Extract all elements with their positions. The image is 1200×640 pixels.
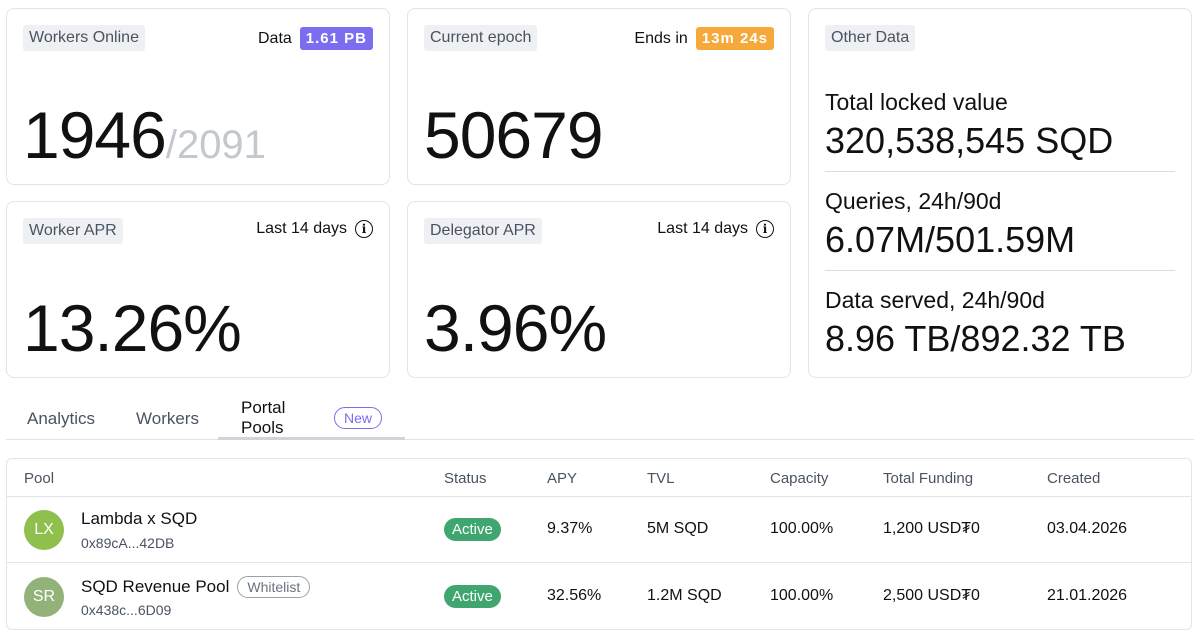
pool-capacity: 100.00% bbox=[770, 520, 834, 537]
pool-tvl: 5M SQD bbox=[647, 520, 709, 537]
delegator-apr-card: Delegator APR Last 14 days i 3.96% bbox=[407, 201, 791, 378]
tab-portal-pools-label: Portal Pools bbox=[241, 397, 286, 437]
column-header-status[interactable]: Status bbox=[444, 470, 487, 487]
status-badge: Active bbox=[444, 585, 501, 608]
portal-pools-table: Pool Status APY TVL Capacity Total Fundi… bbox=[6, 458, 1192, 630]
data-label: Data bbox=[258, 29, 292, 47]
tab-workers-label: Workers bbox=[136, 409, 199, 428]
workers-online-value: 1946/2091 bbox=[23, 102, 266, 168]
column-header-apy[interactable]: APY bbox=[547, 470, 578, 487]
epoch-ends-info: Ends in 13m 24s bbox=[634, 27, 774, 50]
column-header-created[interactable]: Created bbox=[1047, 470, 1101, 487]
pool-total-funding: 2,500 USD₮0 bbox=[883, 587, 980, 604]
column-header-pool[interactable]: Pool bbox=[24, 470, 55, 487]
data-size-badge: 1.61 PB bbox=[299, 27, 373, 50]
worker-apr-label: Worker APR bbox=[23, 218, 123, 244]
total-locked-value-section: Total locked value 320,538,545 SQD bbox=[825, 89, 1175, 162]
current-epoch-card: Current epoch Ends in 13m 24s 50679 bbox=[407, 8, 791, 185]
current-epoch-label: Current epoch bbox=[424, 25, 538, 51]
status-badge: Active bbox=[444, 518, 501, 541]
total-locked-value-title: Total locked value bbox=[825, 89, 1008, 115]
worker-apr-value: 13.26% bbox=[23, 291, 242, 365]
delegator-apr-value: 3.96% bbox=[424, 291, 607, 365]
avatar: LX bbox=[24, 510, 64, 550]
info-icon[interactable]: i bbox=[355, 220, 373, 238]
pool-tvl: 1.2M SQD bbox=[647, 587, 722, 604]
new-badge: New bbox=[333, 406, 382, 429]
divider bbox=[825, 171, 1175, 172]
delegator-apr-period: Last 14 days i bbox=[657, 220, 774, 238]
tab-analytics-label: Analytics bbox=[27, 409, 96, 428]
data-served-title: Data served, 24h/90d bbox=[825, 287, 1045, 313]
column-header-tvl[interactable]: TVL bbox=[647, 470, 675, 487]
pool-name-label: SQD Revenue Pool bbox=[81, 577, 230, 596]
column-header-capacity[interactable]: Capacity bbox=[770, 470, 829, 487]
workers-total-count: /2091 bbox=[165, 123, 266, 167]
workers-online-count: 1946 bbox=[23, 98, 167, 172]
pool-name-label: Lambda x SQD bbox=[81, 509, 198, 528]
current-epoch-value: 50679 bbox=[424, 98, 604, 172]
pool-capacity: 100.00% bbox=[770, 587, 834, 604]
whitelist-badge: Whitelist bbox=[237, 576, 311, 598]
pool-created: 21.01.2026 bbox=[1047, 587, 1128, 604]
pool-address: 0x438c...6D09 bbox=[81, 602, 172, 618]
pool-apy: 9.37% bbox=[547, 520, 593, 537]
column-header-total-funding[interactable]: Total Funding bbox=[883, 470, 974, 487]
table-header: Pool Status APY TVL Capacity Total Fundi… bbox=[7, 459, 1191, 497]
queries-section: Queries, 24h/90d 6.07M/501.59M bbox=[825, 188, 1175, 261]
data-size-info: Data 1.61 PB bbox=[258, 27, 373, 50]
data-served-value: 8.96 TB/892.32 TB bbox=[825, 318, 1126, 359]
avatar: SR bbox=[24, 577, 64, 617]
total-locked-value: 320,538,545 SQD bbox=[825, 120, 1114, 161]
tab-workers[interactable]: Workers bbox=[136, 398, 199, 440]
other-data-label: Other Data bbox=[825, 25, 916, 51]
divider bbox=[825, 270, 1175, 271]
workers-online-card: Workers Online Data 1.61 PB 1946/2091 bbox=[6, 8, 390, 185]
tab-bar: Analytics Workers Portal Pools New bbox=[6, 398, 1194, 440]
tab-analytics[interactable]: Analytics bbox=[27, 398, 95, 440]
data-served-section: Data served, 24h/90d 8.96 TB/892.32 TB bbox=[825, 287, 1175, 360]
queries-title: Queries, 24h/90d bbox=[825, 188, 1002, 214]
table-row[interactable]: SR SQD Revenue Pool Whitelist 0x438c...6… bbox=[7, 564, 1191, 629]
info-icon[interactable]: i bbox=[756, 220, 774, 238]
other-data-card: Other Data Total locked value 320,538,54… bbox=[808, 8, 1192, 378]
pool-apy: 32.56% bbox=[547, 587, 602, 604]
worker-apr-card: Worker APR Last 14 days i 13.26% bbox=[6, 201, 390, 378]
worker-apr-period-label: Last 14 days bbox=[256, 220, 347, 237]
ends-in-label: Ends in bbox=[634, 29, 688, 47]
workers-online-label: Workers Online bbox=[23, 25, 145, 51]
pool-created: 03.04.2026 bbox=[1047, 520, 1128, 537]
queries-value: 6.07M/501.59M bbox=[825, 219, 1076, 260]
table-row[interactable]: LX Lambda x SQD 0x89cA...42DB Active 9.3… bbox=[7, 497, 1191, 563]
pool-name: Lambda x SQD bbox=[81, 509, 197, 529]
tab-portal-pools[interactable]: Portal Pools New bbox=[218, 398, 405, 440]
delegator-apr-period-label: Last 14 days bbox=[657, 220, 748, 237]
pool-name: SQD Revenue Pool Whitelist bbox=[81, 576, 311, 598]
delegator-apr-label: Delegator APR bbox=[424, 218, 542, 244]
epoch-countdown-badge: 13m 24s bbox=[695, 27, 774, 50]
pool-address: 0x89cA...42DB bbox=[81, 535, 175, 551]
worker-apr-period: Last 14 days i bbox=[256, 220, 373, 238]
pool-total-funding: 1,200 USD₮0 bbox=[883, 520, 980, 537]
